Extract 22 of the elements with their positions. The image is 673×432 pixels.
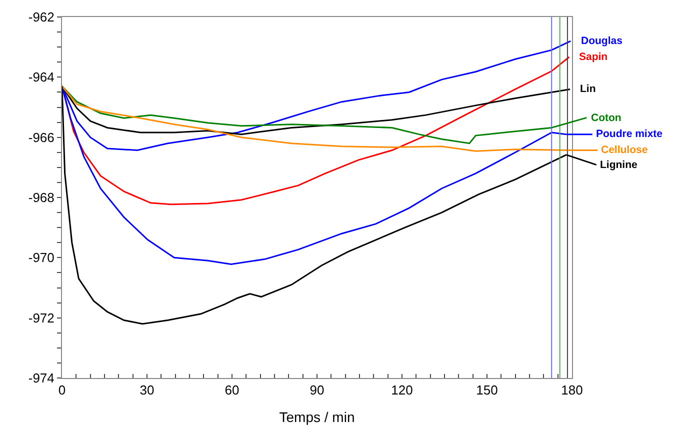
y-tick-label: -970	[28, 250, 54, 266]
x-tick-label: 120	[391, 382, 413, 398]
x-tick-label: 150	[476, 382, 498, 398]
x-axis-title: Temps / min	[279, 408, 355, 425]
x-tick-label: 30	[140, 382, 154, 398]
y-tick-label: -966	[28, 130, 54, 145]
x-tick-label: 90	[310, 382, 324, 398]
y-tick-label: -968	[28, 190, 54, 206]
x-tick-label: 180	[561, 382, 583, 398]
y-tick-label: -972	[28, 310, 54, 326]
series-label: Sapin	[579, 51, 608, 63]
y-tick-label: -964	[28, 70, 54, 85]
legend-label: Cellulose	[601, 144, 648, 156]
y-tick-label: -962	[28, 10, 54, 25]
legend-label: Poudre mixte	[596, 128, 663, 140]
series-label: Lin	[580, 83, 596, 95]
series-label: Douglas	[581, 35, 623, 47]
x-tick-label: 0	[58, 382, 66, 398]
y-tick-label: -974	[28, 370, 54, 386]
x-tick-label: 60	[224, 382, 240, 398]
legend-label: Coton	[591, 112, 622, 124]
legend-label: Lignine	[600, 159, 638, 171]
